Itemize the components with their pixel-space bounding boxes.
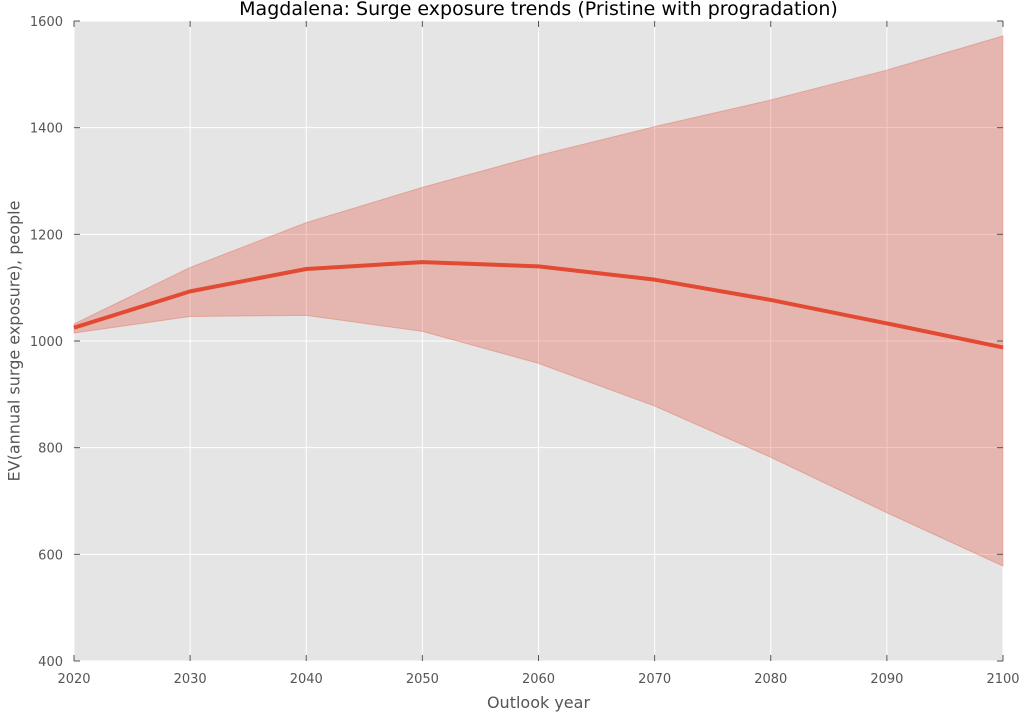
y-tick-label: 800 — [38, 442, 63, 457]
x-tick-label: 2040 — [290, 672, 323, 687]
x-tick-label: 2050 — [406, 672, 439, 687]
series-line — [73, 260, 1004, 350]
x-tick-label: 2080 — [754, 672, 787, 687]
x-axis-label: Outlook year — [487, 693, 591, 712]
x-tick-label: 2100 — [986, 672, 1019, 687]
y-tick-label: 1200 — [30, 228, 63, 243]
y-axis-label: EV(annual surge exposure), people — [5, 201, 24, 482]
x-tick-label: 2020 — [57, 672, 90, 687]
tick-labels: 2020 2030 2040 2050 2060 2070 2080 2090 2100 400 6… — [30, 15, 1020, 687]
x-tick-label: 2070 — [638, 672, 671, 687]
y-tick-label: 400 — [38, 655, 63, 670]
ticks — [73, 20, 1004, 662]
chart-title: Magdalena: Surge exposure trends (Pristi… — [239, 0, 838, 20]
uncertainty-band — [73, 35, 1004, 567]
x-tick-label: 2060 — [522, 672, 555, 687]
y-tick-label: 1400 — [30, 122, 63, 137]
y-tick-label: 1600 — [30, 15, 63, 30]
y-tick-label: 600 — [38, 548, 63, 563]
x-tick-label: 2030 — [174, 672, 207, 687]
x-tick-label: 2090 — [870, 672, 903, 687]
y-tick-label: 1000 — [30, 335, 63, 350]
